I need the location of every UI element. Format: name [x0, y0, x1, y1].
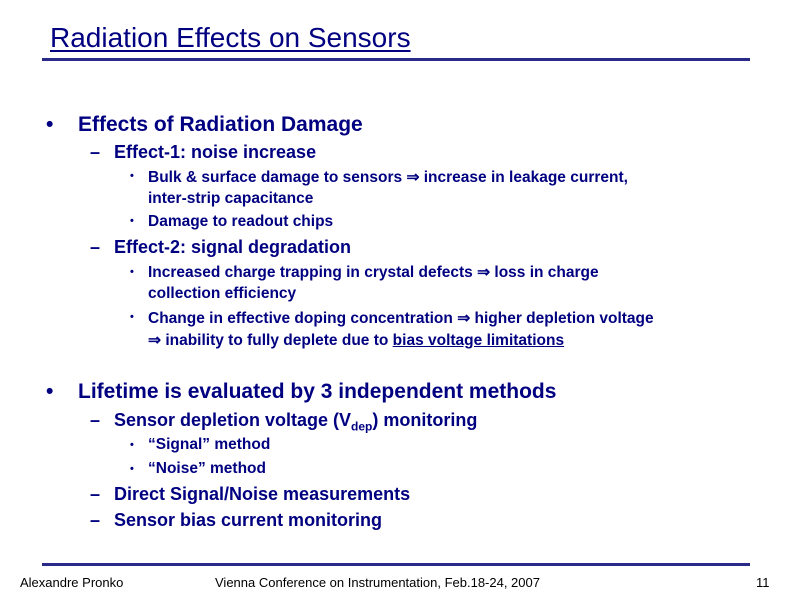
underlined-text: bias voltage limitations: [392, 332, 565, 349]
text: inability to fully deplete due to: [165, 332, 389, 349]
footer-conference: Vienna Conference on Instrumentation, Fe…: [215, 575, 540, 590]
dash: –: [90, 410, 101, 430]
subscript: dep: [351, 419, 373, 434]
footer-rule: [42, 563, 750, 566]
bullet: •: [130, 463, 134, 475]
effect1-label: Effect-1: noise increase: [114, 142, 317, 162]
bullet: •: [46, 113, 54, 136]
implies-icon: ⇒: [148, 332, 161, 349]
effect1-item2: Damage to readout chips: [148, 213, 334, 230]
bullet: •: [46, 380, 54, 403]
slide-title: Radiation Effects on Sensors: [50, 22, 411, 53]
section2-heading: Lifetime is evaluated by 3 independent m…: [78, 380, 557, 403]
effect2-item1-line2: collection efficiency: [148, 285, 297, 302]
effect2-item2-line1: Change in effective doping concentration…: [148, 309, 654, 328]
text: Change in effective doping concentration: [148, 310, 453, 327]
bullet: •: [130, 266, 134, 278]
text: Sensor depletion voltage (V: [114, 410, 352, 430]
page-number: 11: [756, 575, 770, 590]
method1-sub1: “Signal” method: [148, 436, 271, 453]
effect1-item1-line2: inter-strip capacitance: [148, 190, 314, 207]
effect2-item1-line1: Increased charge trapping in crystal def…: [148, 263, 599, 282]
effect2-label: Effect-2: signal degradation: [114, 237, 352, 257]
bullet: •: [130, 311, 134, 323]
implies-icon: ⇒: [477, 264, 491, 281]
implies-icon: ⇒: [457, 310, 471, 327]
text: Increased charge trapping in crystal def…: [148, 264, 473, 281]
section1-heading: Effects of Radiation Damage: [78, 113, 363, 136]
method1: Sensor depletion voltage (Vdep) monitori…: [114, 410, 477, 434]
text: Bulk & surface damage to sensors: [148, 169, 403, 186]
method2: Direct Signal/Noise measurements: [114, 484, 411, 504]
method1-sub2: “Noise” method: [148, 460, 266, 477]
text: loss in charge: [494, 264, 599, 281]
effect1-item1-line1: Bulk & surface damage to sensors ⇒ incre…: [148, 168, 628, 187]
effect2-item2-line2: ⇒ inability to fully deplete due to bias…: [148, 331, 564, 350]
text: increase in leakage current,: [423, 169, 628, 186]
dash: –: [90, 237, 101, 257]
bullet: •: [130, 215, 134, 227]
text: ) monitoring: [372, 410, 478, 430]
dash: –: [90, 510, 101, 530]
footer-author: Alexandre Pronko: [20, 575, 124, 590]
text: higher depletion voltage: [474, 310, 654, 327]
dash: –: [90, 142, 101, 162]
bullet: •: [130, 439, 134, 451]
method3: Sensor bias current monitoring: [114, 510, 383, 530]
bullet: •: [130, 170, 134, 182]
implies-icon: ⇒: [406, 169, 420, 186]
title-rule: [42, 58, 750, 61]
dash: –: [90, 484, 101, 504]
